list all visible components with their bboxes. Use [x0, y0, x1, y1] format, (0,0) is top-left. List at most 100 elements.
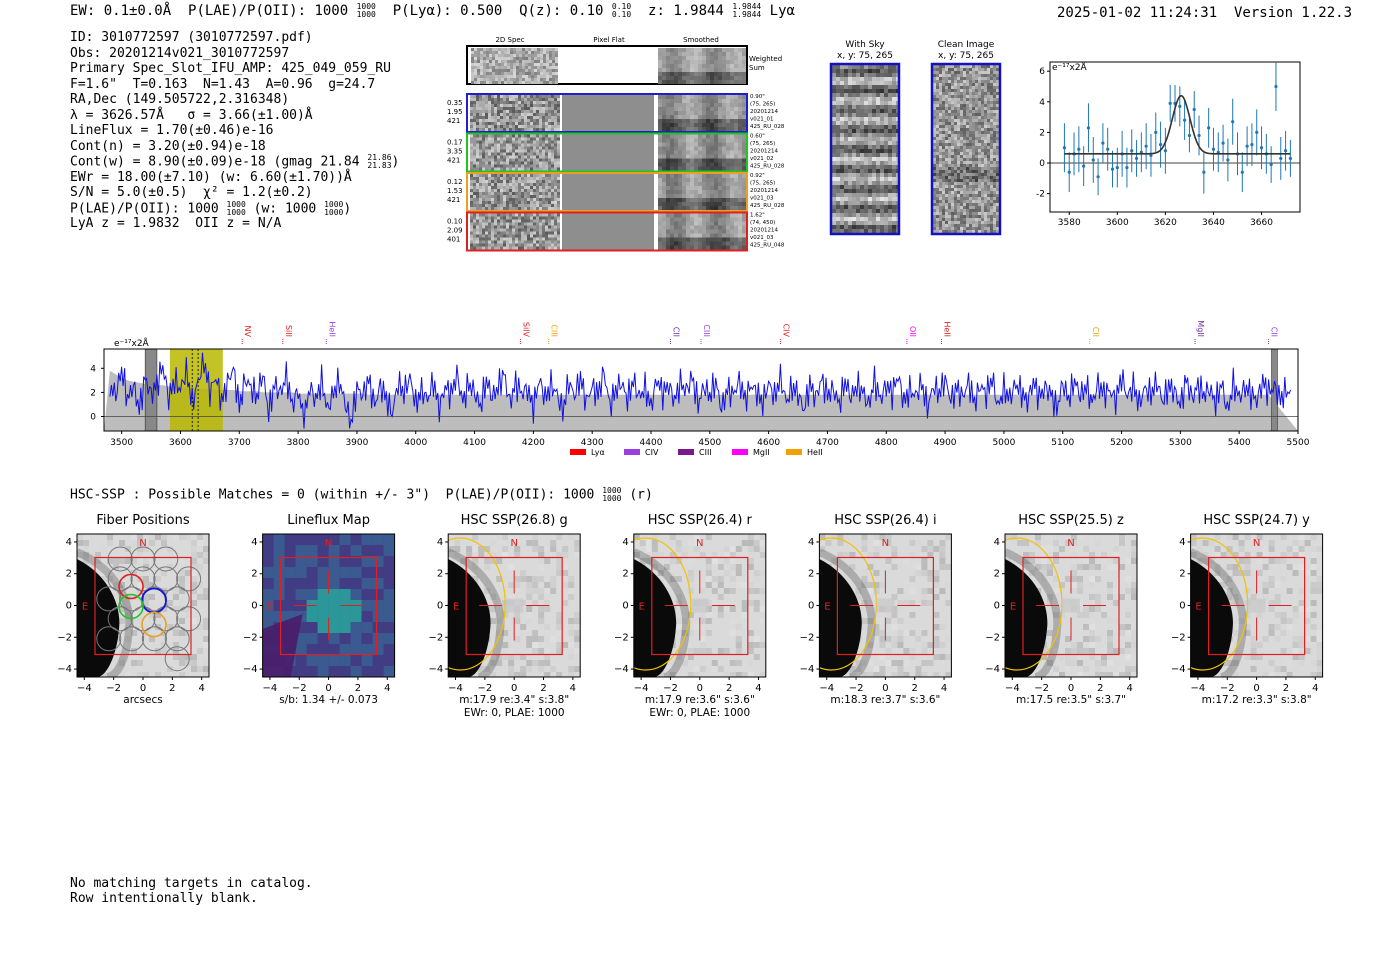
fiber-circle — [107, 546, 133, 572]
spectrum-legend-swatch — [786, 449, 802, 455]
info-obs: Obs: 20201214v021_3010772597 — [70, 45, 290, 61]
fit-plot-point — [1183, 118, 1187, 122]
cutout-row-left-label: 1.53 — [447, 187, 463, 195]
info-primary: Primary Spec_Slot_IFU_AMP: 425_049_059_R… — [70, 61, 391, 76]
fiber-circle — [164, 646, 190, 672]
weighted-sum-row — [466, 45, 748, 85]
spectrum-line-label: CII — [1091, 327, 1100, 337]
header-summary: EW: 0.1±0.0Å P(LAE)/P(OII): 1000 1000 100… — [70, 2, 795, 20]
hsc-xtick-label: −4 — [1191, 683, 1206, 694]
hsc-xtick-label: 4 — [941, 683, 947, 694]
hsc-ytick-label: 2 — [808, 569, 814, 580]
hsc-ytick-label: 2 — [251, 569, 257, 580]
fit-plot-point — [1288, 156, 1292, 161]
fit-plot-ytick-label: 0 — [1039, 159, 1045, 169]
spectrum-line-label: HeII — [327, 321, 336, 337]
fiber-circle — [176, 566, 202, 592]
fit-plot-point — [1192, 107, 1196, 112]
pixel-flat-block — [562, 134, 654, 171]
hsc-ytick-label: 4 — [1179, 537, 1185, 548]
hsc-ytick-label: 2 — [1179, 569, 1185, 580]
info-lyaz: LyA z = 1.9832 OII z = N/A — [70, 216, 282, 231]
hsc-ytick-label: −2 — [243, 632, 258, 643]
clean-image-title: Clean Image — [938, 40, 995, 50]
cutout-row-right-label: 20201214 — [750, 149, 778, 155]
fit-plot-point — [1125, 166, 1129, 170]
hsc-ytick-label: −2 — [985, 632, 1000, 643]
hsc-ytick-label: 4 — [994, 537, 1000, 548]
fit-plot-point — [1178, 104, 1182, 108]
hsc-ytick-label: 2 — [66, 569, 72, 580]
hsc-xtick-label: 4 — [570, 683, 576, 694]
spectrum-xtick-label: 5400 — [1228, 438, 1251, 448]
fit-plot-xtick-label: 3660 — [1250, 218, 1273, 228]
hsc-search-box — [465, 556, 563, 656]
cutout-row-right-label: (75, 265) — [750, 102, 775, 108]
hsc-search-box — [651, 556, 749, 656]
fiber-circle — [164, 626, 190, 652]
cutout-row-right-label: 20201214 — [750, 188, 778, 194]
spectrum-xtick-label: 5500 — [1287, 438, 1310, 448]
spectrum-xtick-label: 4200 — [522, 438, 545, 448]
hsc-xtick-label: −2 — [477, 683, 492, 694]
hsc-bright-source — [448, 559, 491, 677]
spectrum-line-label: CII — [671, 327, 680, 337]
cutout-row-left-label: 3.35 — [447, 148, 463, 156]
hsc-panel-title: HSC SSP(26.4) i — [834, 513, 936, 528]
hsc-xtick-label: −2 — [292, 683, 307, 694]
hsc-xtick-label: 4 — [755, 683, 761, 694]
cutout-row-frame — [466, 132, 748, 173]
fiber-circle — [119, 626, 145, 652]
hsc-panel: Fiber Positions N E −4 −4 −2 −2 0 0 2 2 4 4 arcsecs — [57, 513, 210, 706]
cutout-row-right-label: 425_RU_048 — [750, 243, 785, 249]
header-qz-frac: 0.10 0.10 — [611, 2, 632, 19]
hsc-xtick-label: 4 — [1126, 683, 1132, 694]
spectrum-legend-label: HeII — [807, 448, 823, 457]
hsc-panel-title: Fiber Positions — [96, 513, 189, 528]
cutout-row-frame — [466, 172, 748, 212]
cutout-row-frame — [466, 211, 748, 252]
cutout-row-right-label: v021_03 — [750, 196, 774, 202]
spectrum-line-label: CIII — [550, 324, 559, 337]
hsc-xtick-label: −4 — [77, 683, 92, 694]
spectrum-legend-swatch — [624, 449, 640, 455]
hsc-ytick-label: 0 — [1179, 601, 1185, 612]
header-timestamp: 2025-01-02 11:24:31 Version 1.22.3 — [1057, 5, 1353, 21]
cutout-row-right-label: v021_01 — [750, 117, 774, 123]
hsc-ytick-label: −2 — [428, 632, 443, 643]
hsc-target-blob — [690, 598, 709, 613]
spectrum-xtick-label: 5100 — [1051, 438, 1074, 448]
pixel-flat-block — [562, 174, 654, 210]
fiber-circle — [141, 626, 167, 652]
fit-plot-point — [1077, 147, 1081, 151]
hsc-ytick-label: −4 — [1171, 664, 1186, 675]
info-plae: P(LAE)/P(OII): 1000 1000 1000 (w: 1000 10… — [70, 199, 352, 217]
fit-plot-point — [1207, 126, 1211, 130]
hsc-east-label: E — [453, 602, 459, 613]
spectrum-ytick-label: 0 — [90, 413, 96, 423]
weighted-sum-label: Weighted — [749, 55, 782, 63]
hsc-xtick-label: −2 — [1220, 683, 1235, 694]
with-sky-coords: x, y: 75, 265 — [837, 51, 893, 61]
hsc-ytick-label: 0 — [808, 601, 814, 612]
cutout-row-left-label: 0.10 — [447, 218, 463, 226]
spectrum-xtick-label: 4600 — [757, 438, 780, 448]
cutout-col-title-pixelflat: Pixel Flat — [593, 36, 625, 44]
cutout-row-right-label: 1.62" — [750, 213, 765, 219]
info-ewr: EWr = 18.00(±7.10) (w: 6.60(±1.70))Å — [70, 169, 352, 185]
hsc-bright-source — [819, 559, 862, 677]
spectra-cutouts: 2D Spec Pixel Flat Smoothed Weighted Sum… — [447, 36, 785, 252]
fit-plot-ytick-label: 4 — [1039, 98, 1045, 108]
spectrum-line-label: CII — [1270, 327, 1279, 337]
fit-plot-point — [1269, 162, 1273, 167]
hsc-east-label: E — [1195, 602, 1201, 613]
spectrum-xtick-label: 3600 — [169, 438, 192, 448]
fit-plot-point — [1274, 84, 1278, 89]
cutout-row-left-label: 2.09 — [447, 227, 463, 235]
hsc-xtick-label: 0 — [697, 683, 703, 694]
fit-plot-point — [1149, 153, 1153, 157]
hsc-panel-sub1: m:17.9 re:3.6" s:3.6" — [645, 694, 755, 706]
hsc-ytick-label: −2 — [57, 632, 72, 643]
hsc-xtick-label: 0 — [1068, 683, 1074, 694]
